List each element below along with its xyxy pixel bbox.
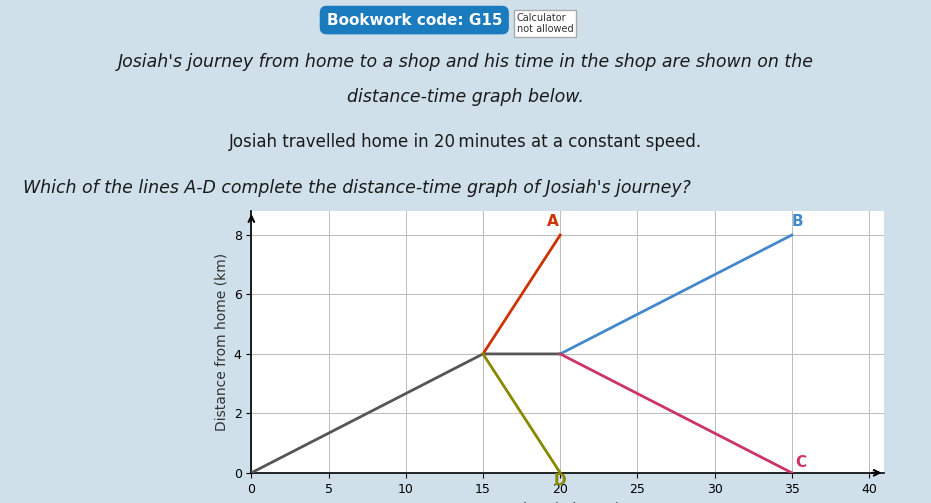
Text: Josiah travelled home in: Josiah travelled home in [0,502,1,503]
Text: D: D [554,473,566,488]
Text: C: C [795,455,806,470]
Text: 20  minutes at a constant speed.: 20 minutes at a constant speed. [0,502,1,503]
Text: Bookwork code: G15: Bookwork code: G15 [327,13,502,28]
Text: distance-time graph below.: distance-time graph below. [347,88,584,106]
Text: A: A [546,214,559,229]
Text: B: B [791,214,803,229]
Text: Calculator
not allowed: Calculator not allowed [517,13,573,34]
Text: Josiah travelled home in 20 minutes at a constant speed.: Josiah travelled home in 20 minutes at a… [229,133,702,151]
Text: Josiah's journey from home to a shop and his time in the shop are shown on the: Josiah's journey from home to a shop and… [117,53,814,71]
Text: Which of the lines A-D complete the distance-time graph of Josiah's journey?: Which of the lines A-D complete the dist… [23,179,691,197]
Y-axis label: Distance from home (km): Distance from home (km) [214,253,228,431]
X-axis label: Time (minutes): Time (minutes) [515,501,621,503]
